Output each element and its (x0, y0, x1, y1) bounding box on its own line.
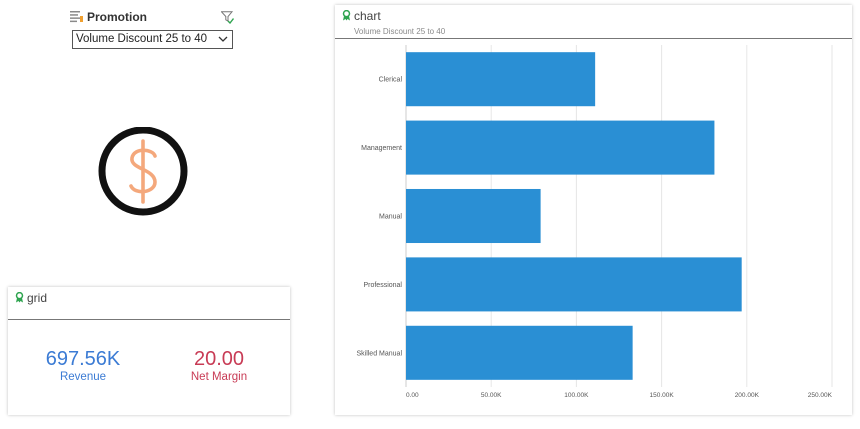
dropdown-selected-value: Volume Discount 25 to 40 (76, 33, 208, 45)
revenue-value: 697.56K (45, 348, 121, 370)
chart-card: chart Volume Discount 25 to 40 Clerical M… (335, 5, 852, 415)
promotion-slicer: Promotion Volume Discount 25 to 40 (68, 8, 236, 49)
x-tick-label: 100.00K (564, 392, 589, 399)
x-tick-label: 200.00K (735, 392, 760, 399)
bar-management[interactable] (406, 120, 715, 175)
bar-professional[interactable] (406, 257, 742, 312)
dollar-icon (97, 126, 189, 219)
grid-card-title: grid (27, 291, 48, 305)
slicer-title: Promotion (87, 10, 147, 24)
chart-card-subtitle: Volume Discount 25 to 40 (354, 27, 446, 36)
net-margin-value: 20.00 (193, 348, 245, 370)
net-margin-label: Net Margin (190, 371, 248, 383)
chart-card-title: chart (354, 9, 381, 23)
bar-manual[interactable] (406, 188, 541, 244)
bar-skilled-manual[interactable] (406, 325, 633, 380)
promotion-dropdown[interactable]: Volume Discount 25 to 40 (72, 30, 233, 49)
grid-card: grid 697.56K Revenue 20.00 Net Margin (8, 287, 290, 415)
award-icon (15, 292, 24, 303)
list-icon (70, 11, 83, 23)
x-tick-label: 150.00K (649, 392, 674, 399)
category-label: Skilled Manual (356, 350, 402, 357)
filter-check-icon[interactable] (221, 11, 234, 24)
x-tick-label: 0.00 (406, 392, 419, 399)
net-margin-kpi: 20.00 Net Margin (159, 348, 279, 384)
category-label: Professional (363, 282, 402, 289)
award-icon (342, 10, 351, 21)
x-tick-label: 50.00K (481, 392, 502, 399)
slicer-header: Promotion (68, 8, 236, 28)
x-tick-label: 250.00K (808, 392, 833, 399)
chevron-down-icon[interactable] (218, 36, 228, 43)
category-label: Clerical (379, 77, 403, 84)
bar-chart: Clerical Management Manual Professional Skil… (356, 45, 833, 399)
category-label: Manual (379, 214, 402, 221)
category-label: Management (361, 145, 402, 152)
revenue-label: Revenue (59, 371, 107, 383)
revenue-kpi: 697.56K Revenue (23, 348, 143, 384)
bar-clerical[interactable] (406, 52, 596, 107)
chart-card-header: chart Volume Discount 25 to 40 (335, 5, 852, 39)
grid-card-header: grid (8, 287, 290, 320)
